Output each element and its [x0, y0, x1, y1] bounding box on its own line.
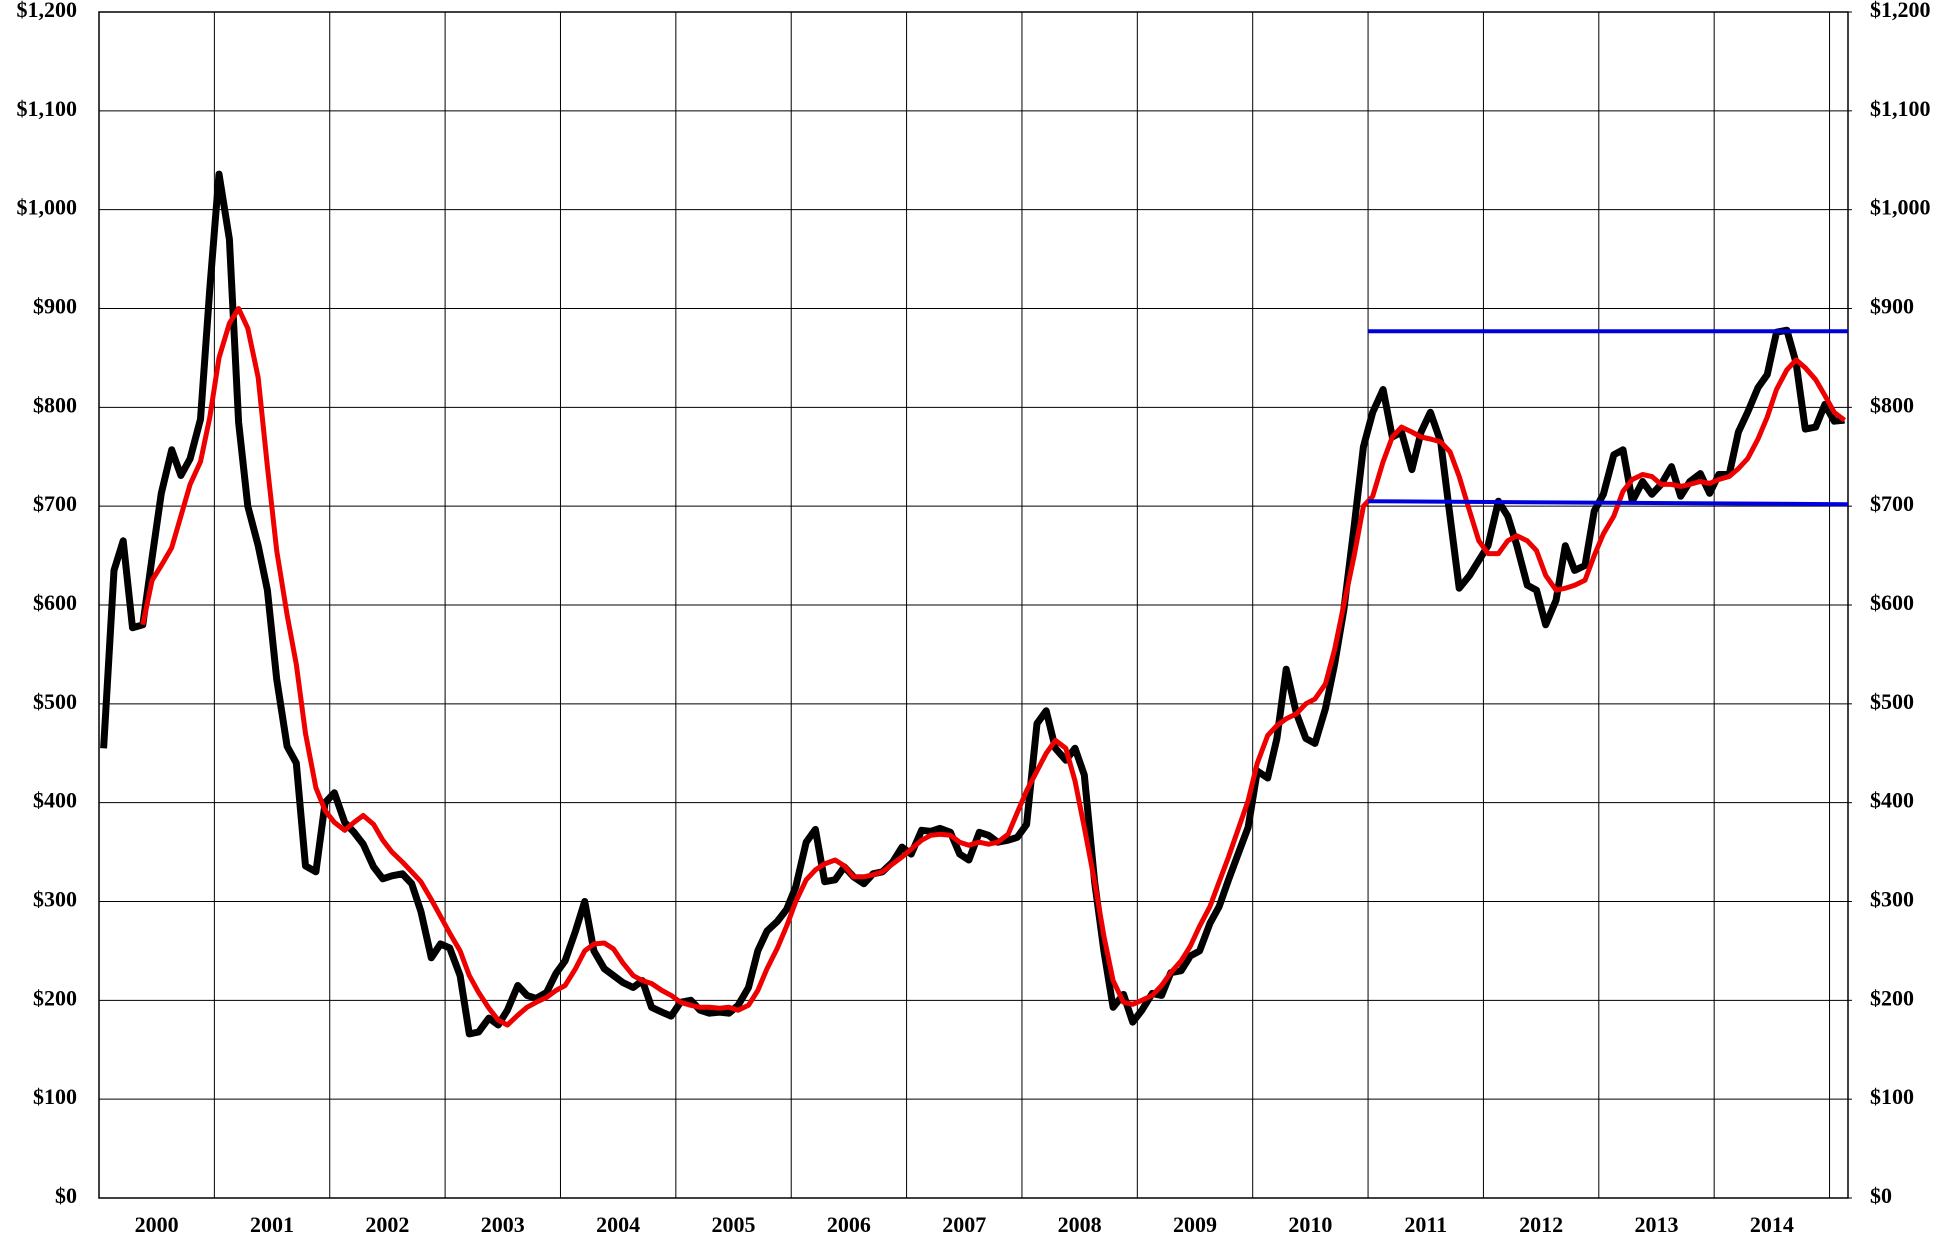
x-tick-label: 2001	[250, 1212, 294, 1237]
y-tick-label: $0	[55, 1183, 77, 1208]
y-tick-label: $1,200	[17, 0, 78, 22]
y-tick-label: $100	[33, 1084, 77, 1109]
series-line	[100, 170, 1845, 1038]
y2-tick-label: $1,200	[1870, 0, 1931, 22]
plot-frame	[98, 11, 1849, 1199]
y-tick-label: $800	[33, 392, 77, 417]
y2-tick-label: $900	[1870, 294, 1914, 319]
y-tick-label: $400	[33, 788, 77, 813]
y2-tick-label: $800	[1870, 392, 1914, 417]
y-tick-label: $600	[33, 590, 77, 615]
x-tick-label: 2004	[596, 1212, 640, 1237]
y-tick-label: $700	[33, 491, 77, 516]
x-tick-label: 2000	[135, 1212, 179, 1237]
reference-line	[1368, 499, 1849, 507]
y2-tick-label: $1,000	[1870, 195, 1931, 220]
x-tick-label: 2011	[1404, 1212, 1447, 1237]
series-line	[140, 306, 1847, 1028]
y2-tick-label: $500	[1870, 689, 1914, 714]
y2-tick-label: $200	[1870, 985, 1914, 1010]
x-tick-label: 2008	[1058, 1212, 1102, 1237]
y2-tick-label: $400	[1870, 788, 1914, 813]
x-tick-label: 2007	[942, 1212, 986, 1237]
x-tick-label: 2002	[365, 1212, 409, 1237]
x-tick-label: 2003	[481, 1212, 525, 1237]
y-tick-label: $300	[33, 887, 77, 912]
y2-tick-label: $300	[1870, 887, 1914, 912]
x-tick-label: 2006	[827, 1212, 871, 1237]
x-tick-label: 2010	[1288, 1212, 1332, 1237]
x-tick-label: 2012	[1519, 1212, 1563, 1237]
y-tick-label: $500	[33, 689, 77, 714]
y-tick-label: $1,000	[17, 195, 78, 220]
x-tick-label: 2013	[1634, 1212, 1678, 1237]
x-tick-label: 2014	[1750, 1212, 1794, 1237]
y2-tick-label: $700	[1870, 491, 1914, 516]
y2-tick-label: $600	[1870, 590, 1914, 615]
y-tick-label: $1,100	[17, 96, 78, 121]
x-tick-label: 2005	[712, 1212, 756, 1237]
y2-tick-label: $0	[1870, 1183, 1892, 1208]
y-tick-label: $900	[33, 294, 77, 319]
y-tick-label: $200	[33, 985, 77, 1010]
y2-tick-label: $1,100	[1870, 96, 1931, 121]
y2-tick-label: $100	[1870, 1084, 1914, 1109]
x-tick-label: 2009	[1173, 1212, 1217, 1237]
